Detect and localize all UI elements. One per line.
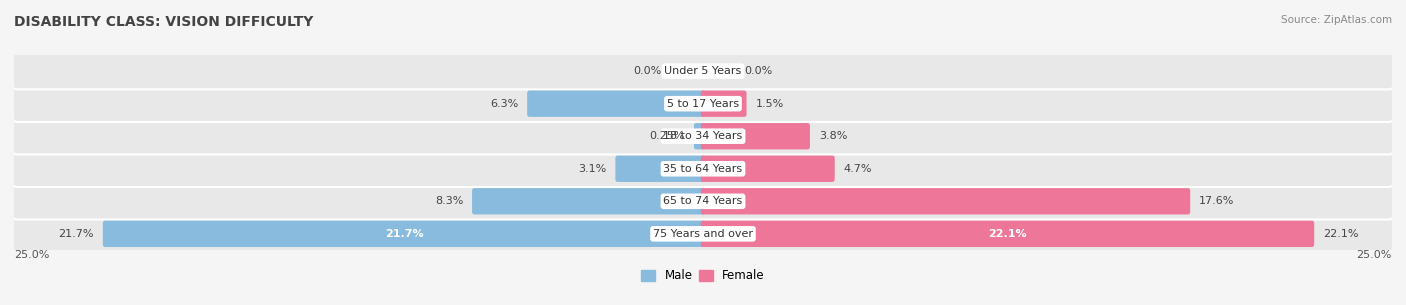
FancyBboxPatch shape (700, 156, 835, 182)
Text: 3.1%: 3.1% (578, 164, 606, 174)
FancyBboxPatch shape (700, 91, 747, 117)
Text: 21.7%: 21.7% (385, 229, 423, 239)
FancyBboxPatch shape (13, 85, 1393, 122)
FancyBboxPatch shape (700, 188, 1191, 214)
FancyBboxPatch shape (13, 151, 1393, 187)
Legend: Male, Female: Male, Female (637, 265, 769, 287)
FancyBboxPatch shape (700, 221, 1315, 247)
FancyBboxPatch shape (527, 91, 706, 117)
Text: 22.1%: 22.1% (1323, 229, 1358, 239)
Text: 25.0%: 25.0% (1357, 250, 1392, 260)
Text: 0.25%: 0.25% (650, 131, 685, 141)
Text: 65 to 74 Years: 65 to 74 Years (664, 196, 742, 206)
Text: DISABILITY CLASS: VISION DIFFICULTY: DISABILITY CLASS: VISION DIFFICULTY (14, 15, 314, 29)
Text: Source: ZipAtlas.com: Source: ZipAtlas.com (1281, 15, 1392, 25)
Text: 17.6%: 17.6% (1199, 196, 1234, 206)
FancyBboxPatch shape (13, 53, 1393, 89)
Text: 18 to 34 Years: 18 to 34 Years (664, 131, 742, 141)
Text: 0.0%: 0.0% (744, 66, 772, 76)
FancyBboxPatch shape (103, 221, 706, 247)
FancyBboxPatch shape (472, 188, 706, 214)
FancyBboxPatch shape (700, 123, 810, 149)
FancyBboxPatch shape (13, 216, 1393, 252)
Text: 35 to 64 Years: 35 to 64 Years (664, 164, 742, 174)
Text: 22.1%: 22.1% (988, 229, 1026, 239)
Text: 0.0%: 0.0% (634, 66, 662, 76)
Text: 75 Years and over: 75 Years and over (652, 229, 754, 239)
Text: 3.8%: 3.8% (818, 131, 848, 141)
Text: 5 to 17 Years: 5 to 17 Years (666, 99, 740, 109)
FancyBboxPatch shape (13, 183, 1393, 220)
FancyBboxPatch shape (695, 123, 706, 149)
Text: 25.0%: 25.0% (14, 250, 49, 260)
Text: 4.7%: 4.7% (844, 164, 872, 174)
Text: Under 5 Years: Under 5 Years (665, 66, 741, 76)
Text: 8.3%: 8.3% (434, 196, 463, 206)
Text: 6.3%: 6.3% (491, 99, 519, 109)
FancyBboxPatch shape (616, 156, 706, 182)
Text: 21.7%: 21.7% (59, 229, 94, 239)
FancyBboxPatch shape (13, 118, 1393, 154)
Text: 1.5%: 1.5% (755, 99, 783, 109)
